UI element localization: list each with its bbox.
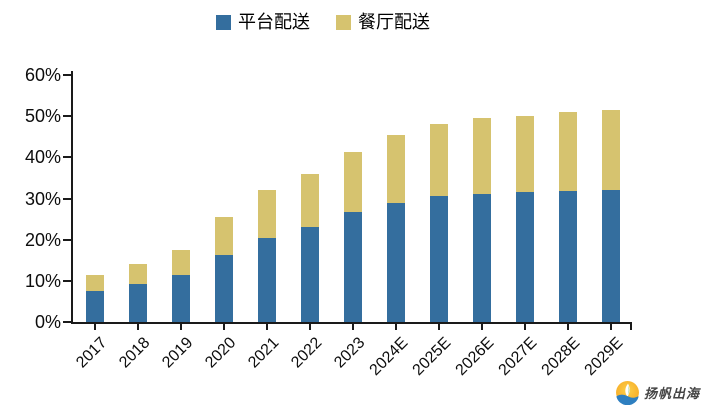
- bar-segment: [516, 116, 534, 193]
- stacked-bar-2025E: [430, 71, 448, 322]
- x-axis-tick: [567, 324, 569, 330]
- legend-item-0: 平台配送: [216, 13, 310, 31]
- legend-swatch-icon: [336, 14, 351, 30]
- y-axis-tick: [63, 321, 71, 323]
- y-axis-tick-label: 40%: [24, 147, 61, 168]
- bar-segment: [129, 284, 147, 322]
- bar-segment: [301, 227, 319, 322]
- stacked-bar-2022: [301, 71, 319, 322]
- stacked-bar-2023: [344, 71, 362, 322]
- x-axis-tick: [438, 324, 440, 330]
- bar-segment: [86, 274, 104, 292]
- stacked-bar-2026E: [473, 71, 491, 322]
- bar-segment: [344, 211, 362, 322]
- bar-segment: [387, 134, 405, 203]
- legend-item-1: 餐厅配送: [336, 13, 430, 31]
- legend-swatch-icon: [216, 14, 231, 30]
- x-axis-tick: [395, 324, 397, 330]
- y-axis-tick: [63, 279, 71, 282]
- bar-segment: [258, 238, 276, 322]
- bar-segment: [344, 152, 362, 212]
- stacked-bar-2017: [86, 71, 104, 322]
- y-axis-tick-label: 30%: [24, 188, 61, 209]
- bar-segment: [473, 193, 491, 322]
- bar-segment: [602, 110, 620, 190]
- bar-segment: [129, 263, 147, 285]
- bar-segment: [172, 249, 190, 276]
- y-axis-tick-label: 50%: [24, 106, 61, 127]
- stacked-bar-2024E: [387, 71, 405, 322]
- bar-segment: [387, 202, 405, 322]
- y-axis-tick: [63, 156, 71, 159]
- bar-segment: [86, 291, 104, 322]
- bar-segment: [559, 190, 577, 322]
- stacked-bar-2019: [172, 71, 190, 322]
- bar-segment: [430, 195, 448, 322]
- x-axis-tick: [94, 324, 96, 330]
- x-axis-tick: [223, 324, 225, 330]
- bar-segment: [430, 124, 448, 196]
- sailboat-logo-icon: [615, 380, 640, 406]
- x-axis-tick: [524, 324, 526, 330]
- y-axis-tick: [63, 238, 71, 241]
- stacked-bar-2027E: [516, 71, 534, 322]
- legend-label: 平台配送: [238, 12, 310, 32]
- plot-area: 0% 10% 20% 30% 40% 50% 60% 2017 2018 2019 2020 2021…: [25, 66, 632, 379]
- x-axis-tick: [266, 324, 268, 330]
- bar-segment: [301, 173, 319, 228]
- x-axis-tick: [137, 324, 139, 330]
- x-axis-tick: [352, 324, 354, 330]
- watermark-text: 扬帆出海: [643, 386, 700, 401]
- y-axis-tick-label: 60%: [24, 65, 61, 85]
- y-axis-tick-label: 0%: [34, 312, 61, 332]
- bar-segment: [559, 112, 577, 191]
- stacked-bar-2029E: [602, 71, 620, 322]
- bar-segment: [215, 217, 233, 256]
- legend-label: 餐厅配送: [358, 12, 430, 32]
- bar-segment: [172, 275, 190, 322]
- y-axis-tick-label: 20%: [24, 229, 61, 250]
- stacked-bar-2018: [129, 71, 147, 322]
- bar-segment: [258, 190, 276, 239]
- bar-segment: [215, 255, 233, 322]
- y-axis-tick: [63, 115, 71, 118]
- stacked-bar-2028E: [559, 71, 577, 322]
- stacked-bar-2020: [215, 71, 233, 322]
- x-axis-tick: [309, 324, 311, 330]
- bar-segment: [473, 118, 491, 194]
- x-axis-end-tick: [630, 324, 632, 330]
- x-axis-tick: [610, 324, 612, 330]
- stacked-bar-2021: [258, 71, 276, 322]
- watermark-logo: 扬帆出海: [615, 380, 700, 406]
- x-axis-tick: [180, 324, 182, 330]
- chart-legend: 平台配送 餐厅配送: [216, 13, 430, 31]
- y-axis-tick: [63, 74, 71, 76]
- bar-segment: [602, 189, 620, 322]
- x-axis-tick: [481, 324, 483, 330]
- y-axis-tick-label: 10%: [24, 270, 61, 291]
- bar-segment: [516, 192, 534, 322]
- y-axis-tick: [63, 197, 71, 200]
